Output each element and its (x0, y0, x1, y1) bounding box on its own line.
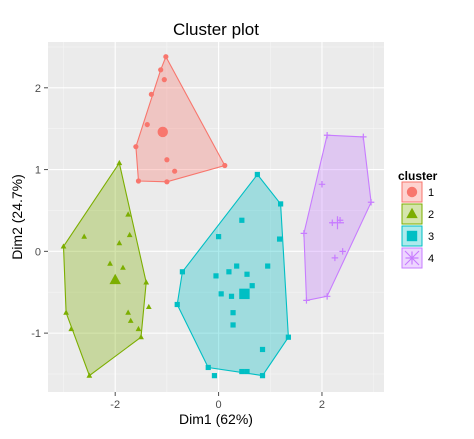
cluster-1-centroid (157, 126, 168, 138)
cluster-2-point (116, 159, 123, 166)
cluster-3-point (244, 271, 250, 277)
cluster-3-point (285, 334, 291, 340)
cluster-2-point (135, 325, 142, 332)
cluster-3-point (234, 263, 240, 269)
cluster-2-point (68, 325, 75, 332)
cluster-4-point (318, 181, 326, 188)
cluster-2-point (125, 211, 131, 217)
cluster-1-point (164, 157, 170, 163)
cluster-4-point (339, 248, 346, 255)
legend-marker-1 (406, 186, 418, 198)
cluster-2-point (127, 317, 134, 323)
cluster-3-point (239, 217, 245, 223)
cluster-3-point (254, 171, 260, 178)
cluster-3-point (179, 269, 185, 275)
cluster-1-point (158, 67, 164, 73)
legend-item-1: 1 (401, 181, 434, 203)
cluster-4-point (323, 131, 331, 139)
cluster-2-point (138, 334, 144, 340)
cluster-3-point (249, 283, 255, 289)
x-axis-title: Dim1 (62%) (179, 411, 253, 427)
chart-title: Cluster plot (173, 20, 259, 39)
cluster-1-point (161, 77, 167, 83)
legend-label-3: 3 (428, 231, 434, 243)
cluster-1-point (222, 162, 228, 169)
cluster-4-point (360, 133, 367, 141)
y-tick-label: 0 (35, 246, 41, 258)
cluster-2-point (107, 260, 113, 266)
cluster-4-centroid (330, 216, 344, 230)
y-axis-ticks: -1 0 1 2 (31, 83, 48, 340)
cluster-3-point (259, 373, 266, 379)
x-tick-label: 0 (216, 399, 222, 411)
cluster-2-point (81, 233, 88, 239)
cluster-1-point (172, 168, 178, 174)
cluster-1-point (164, 179, 170, 185)
cluster-3-point (228, 293, 235, 299)
cluster-3-point (259, 346, 266, 353)
cluster-4-point (323, 293, 331, 300)
x-tick-label: 2 (319, 399, 325, 411)
cluster-4-point (331, 254, 339, 262)
cluster-3-point (215, 234, 222, 240)
x-tick-label: -2 (110, 399, 120, 411)
cluster-2-centroid (109, 273, 121, 285)
cluster-3-point (265, 263, 271, 269)
legend-title: cluster (398, 169, 438, 183)
minor-gridlines (48, 42, 384, 392)
legend-label-1: 1 (428, 187, 434, 199)
legend-label-4: 4 (428, 253, 434, 265)
cluster-3-point (278, 201, 284, 207)
cluster-2-point (126, 231, 133, 238)
cluster-3-point (244, 368, 250, 375)
legend-item-2: 2 (401, 203, 434, 225)
y-axis-title: Dim2 (24.7%) (9, 174, 25, 260)
cluster-3-point (230, 310, 236, 316)
cluster-1-point (135, 178, 142, 184)
cluster-3-point (174, 301, 180, 308)
y-tick-label: 1 (35, 165, 41, 177)
legend-marker-2 (406, 207, 418, 219)
cluster-3-point (230, 322, 236, 328)
cluster-3-point (276, 236, 283, 242)
cluster-2-point (120, 264, 126, 270)
cluster-1-point (148, 91, 154, 97)
legend-item-4: 4 (401, 247, 434, 269)
y-tick-label: -1 (31, 328, 41, 340)
cluster-1-point (163, 54, 169, 60)
legend-label-2: 2 (428, 209, 434, 221)
cluster-3-centroid (239, 288, 250, 300)
cluster-4-point (300, 230, 308, 237)
cluster-3-point (226, 269, 232, 275)
cluster-2-point (143, 279, 150, 285)
legend: cluster 1 2 3 4 (398, 169, 438, 269)
cluster-1-point (133, 144, 139, 150)
cluster-1-point (144, 121, 150, 128)
cluster-2-point (63, 309, 69, 315)
cluster-3-point (213, 273, 219, 279)
legend-item-3: 3 (401, 225, 434, 247)
cluster-3-point (205, 364, 211, 371)
cluster-3-hull (176, 173, 289, 377)
cluster-4-point (303, 297, 310, 304)
major-gridlines (48, 42, 384, 392)
cluster-centroids (109, 126, 344, 300)
cluster-4-point (367, 199, 375, 206)
legend-marker-3 (406, 230, 418, 242)
y-tick-label: 2 (35, 83, 41, 95)
cluster-2-point (116, 240, 123, 246)
cluster-3-point (239, 368, 245, 375)
cluster-2-point (86, 372, 93, 378)
x-axis-ticks: -2 0 2 (110, 392, 325, 411)
cluster-3-point (218, 291, 224, 297)
cluster-3-point (211, 373, 218, 379)
legend-marker-4-diagonal (404, 250, 420, 266)
cluster-2-point (125, 309, 131, 315)
cluster-2-point (60, 243, 67, 249)
cluster-2-point (145, 303, 152, 310)
